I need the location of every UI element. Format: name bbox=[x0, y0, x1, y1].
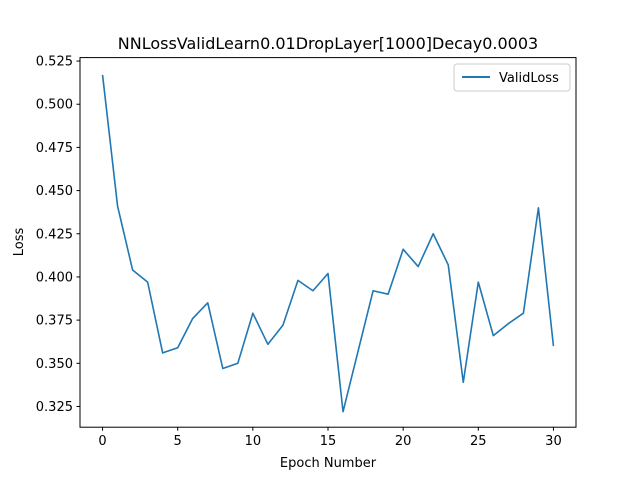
legend: ValidLoss bbox=[453, 63, 571, 92]
y-tick-label-7: 0.500 bbox=[36, 98, 73, 113]
chart-title: NNLossValidLearn0.01DropLayer[1000]Decay… bbox=[118, 34, 538, 53]
y-tick-label-0: 0.325 bbox=[36, 400, 73, 415]
y-tick-label-3: 0.400 bbox=[36, 270, 73, 285]
x-axis-label: Epoch Number bbox=[280, 456, 377, 471]
x-tick-label-0: 0 bbox=[98, 434, 106, 449]
y-tick-label-8: 0.525 bbox=[36, 55, 73, 70]
legend-label: ValidLoss bbox=[499, 71, 559, 86]
x-tick-label-6: 30 bbox=[545, 434, 562, 449]
plot-area bbox=[80, 57, 576, 428]
y-tick-label-2: 0.375 bbox=[36, 314, 73, 329]
x-tick-label-4: 20 bbox=[395, 434, 412, 449]
y-axis-label: Loss bbox=[12, 228, 27, 257]
y-tick-label-5: 0.450 bbox=[36, 184, 73, 199]
x-tick-label-2: 10 bbox=[245, 434, 262, 449]
ticks: 0 5 10 15 20 25 30 0.325 0.350 0.375 0.400 0.425 0.4… bbox=[36, 55, 562, 450]
x-tick-label-5: 25 bbox=[470, 434, 487, 449]
y-tick-label-1: 0.350 bbox=[36, 357, 73, 372]
y-tick-label-4: 0.425 bbox=[36, 227, 73, 242]
x-tick-label-1: 5 bbox=[174, 434, 182, 449]
series-line-0 bbox=[101, 74, 555, 413]
y-tick-label-6: 0.475 bbox=[36, 141, 73, 156]
plot-frame bbox=[79, 57, 577, 428]
x-tick-label-3: 15 bbox=[320, 434, 337, 449]
legend-box bbox=[453, 63, 571, 92]
series-layer bbox=[101, 74, 555, 413]
